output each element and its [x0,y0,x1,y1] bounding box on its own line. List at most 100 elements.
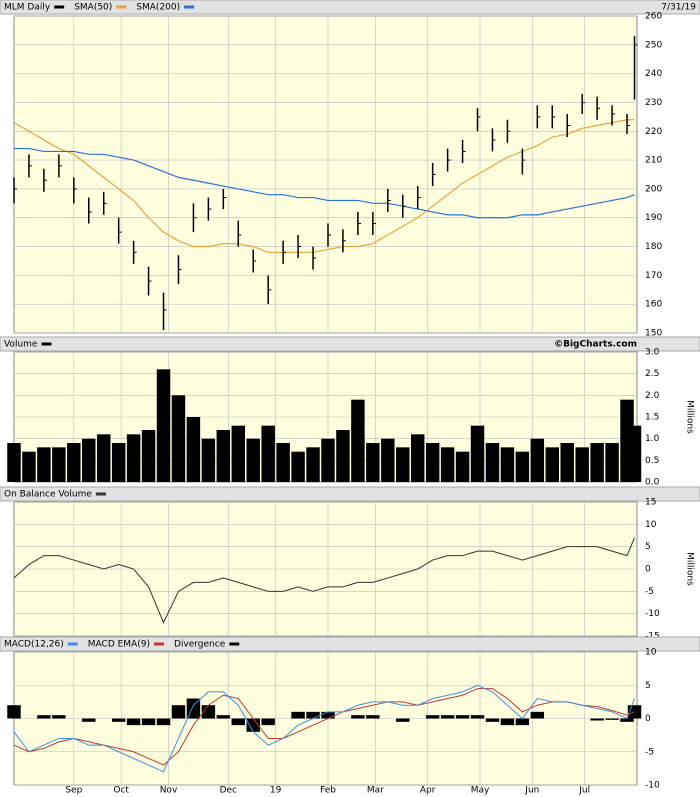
y-tick-label: 15 [645,498,656,508]
bar [575,447,589,482]
bar [351,399,365,482]
bar [156,718,171,726]
y-tick-label: 200 [645,184,662,194]
y-tick-label: 10 [645,520,657,530]
bar [306,711,320,719]
bar [515,451,530,482]
bar [530,711,545,719]
y-tick-label: 2.0 [645,391,660,401]
bar [620,718,634,722]
y-tick-label: 2.5 [645,369,659,379]
bar [7,705,21,719]
bar [381,438,395,482]
bar [455,451,470,482]
bar [545,447,560,482]
y-tick-label: 1.5 [645,413,659,423]
bar [590,443,604,482]
bar [590,718,604,721]
y-tick-label: 0.5 [645,456,659,466]
bar [141,718,156,726]
bar [201,705,216,719]
y-tick-label: 180 [645,242,662,252]
y-tick-label: 5 [645,681,651,691]
bar [7,443,21,482]
x-tick-label: Feb [320,786,336,796]
bar [291,451,305,482]
bar [261,425,275,482]
y-tick-label: 150 [645,329,662,339]
y-tick-label: 250 [645,40,662,50]
bar [500,447,515,482]
date-label: 7/31/19 [661,3,696,13]
bar [605,718,619,720]
y-tick-label: 190 [645,213,662,223]
x-tick-label: Jun [524,786,539,796]
bar [261,718,275,726]
bar [156,369,171,482]
bar [425,443,440,482]
bar [470,425,485,482]
y-axis-label: Millions [685,400,695,434]
bar [52,447,66,482]
bar [306,447,320,482]
bar [82,718,96,722]
moving-average [13,119,635,253]
bar [216,715,231,719]
bar [82,438,96,482]
y-tick-label: 0.0 [645,478,660,488]
bar [515,718,530,726]
x-tick-label: May [471,786,490,796]
legend-label: Divergence [174,640,226,650]
legend-label: MACD(12,26) [4,640,64,650]
bar [605,443,619,482]
panel-header [0,486,700,502]
bar [22,451,36,482]
panel-header [0,336,700,352]
bar [627,425,642,482]
y-tick-label: 260 [645,12,662,22]
bar [201,438,216,482]
bar [52,715,66,719]
bar [246,718,260,732]
bar [500,718,515,726]
x-tick-label: Dec [220,786,237,796]
bar [321,438,335,482]
bar [440,715,455,719]
bar [455,715,470,719]
bar [37,447,51,482]
y-tick-label: 210 [645,156,662,166]
x-tick-label: Mar [367,786,384,796]
bar [126,434,141,482]
y-tick-label: -10 [645,609,660,619]
bar [186,417,201,482]
obv-line [13,537,635,624]
x-tick-label: 19 [270,786,282,796]
x-tick-label: Oct [113,786,129,796]
y-tick-label: -5 [645,747,654,757]
legend-label: SMA(50) [74,3,112,13]
bar [231,425,246,482]
bar [530,438,545,482]
bar [171,395,186,482]
bar [351,715,365,719]
y-tick-label: -5 [645,587,654,597]
credit: ©BigCharts.com [554,340,637,350]
macd-line [13,684,635,773]
bar [111,718,126,722]
bar [366,715,380,719]
y-axis-label: Millions [685,552,695,586]
bar [470,715,485,719]
bar [96,434,111,482]
y-tick-label: 170 [645,271,662,281]
bar [560,443,574,482]
y-tick-label: 5 [645,542,651,552]
legend-label: MACD EMA(9) [88,640,150,650]
y-tick-label: 220 [645,127,662,137]
panel-header [0,636,700,652]
y-tick-label: 0 [645,565,651,575]
bar [111,443,126,482]
x-tick-label: Apr [420,786,436,796]
y-tick-label: 230 [645,98,662,108]
y-tick-label: 160 [645,300,662,310]
